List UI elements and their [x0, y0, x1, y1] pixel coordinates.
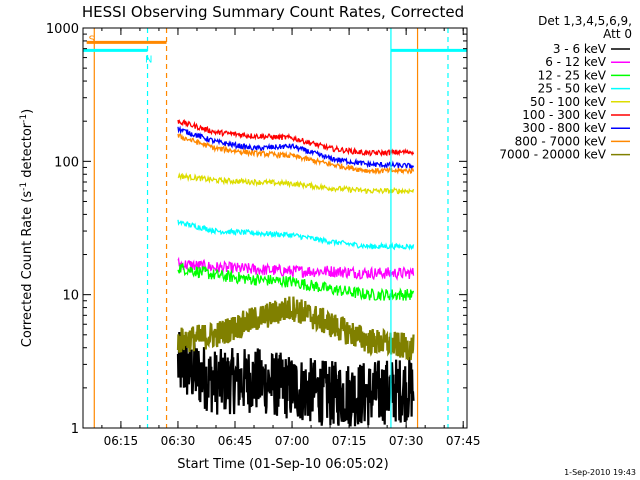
legend-header-line-2: Att 0 [603, 27, 632, 41]
y-axis-label-main: Corrected Count Rate (s [20, 191, 35, 348]
series-line-3 [177, 263, 415, 301]
legend-label-2: 6 - 12 keV [545, 55, 607, 69]
y-axis-label-mid: detector [20, 122, 35, 182]
x-tick-label-2: 06:30 [161, 434, 196, 448]
y-tick-label-3: 100 [54, 155, 79, 170]
legend-label-3: 12 - 25 keV [538, 68, 607, 82]
x-tick-label-1: 06:15 [104, 434, 139, 448]
series-line-1 [176, 331, 415, 427]
x-axis: 06:15 06:30 06:45 07:00 07:15 07:30 07:45 [101, 28, 481, 448]
legend-label-7: 300 - 800 keV [522, 121, 606, 135]
series-layer [176, 118, 415, 427]
y-axis-label-sup2: -1 [19, 114, 29, 123]
flag-label-2: N [145, 54, 152, 65]
x-tick-label-5: 07:15 [332, 434, 367, 448]
series-line-6 [177, 118, 415, 157]
y-axis: 1 10 100 1000 [46, 22, 467, 437]
y-axis-label-end: ) [20, 109, 35, 114]
series-line-5 [177, 172, 415, 195]
series-line-2 [177, 256, 415, 281]
chart-title: HESSI Observing Summary Count Rates, Cor… [82, 3, 464, 21]
legend-label-4: 25 - 50 keV [538, 82, 607, 96]
y-axis-label-sup1: -1 [19, 182, 29, 191]
legend-header-line-1: Det 1,3,4,5,6,9, [538, 14, 632, 28]
series-line-8 [177, 133, 415, 175]
render-timestamp: 1-Sep-2010 19:43 [564, 468, 636, 477]
y-tick-label-4: 1000 [46, 22, 79, 37]
x-tick-label-6: 07:30 [389, 434, 424, 448]
flag-layer: SN [83, 28, 467, 428]
y-axis-label: Corrected Count Rate (s-1 detector-1) [19, 109, 35, 347]
flag-label-1: S [89, 34, 95, 45]
legend-label-6: 100 - 300 keV [522, 108, 606, 122]
legend-label-8: 800 - 7000 keV [515, 134, 607, 148]
plot-frame [82, 27, 468, 429]
series-line-9 [176, 296, 415, 361]
legend-label-9: 7000 - 20000 keV [499, 148, 606, 162]
legend-label-5: 50 - 100 keV [530, 95, 607, 109]
x-axis-label: Start Time (01-Sep-10 06:05:02) [177, 457, 388, 472]
legend-label-1: 3 - 6 keV [553, 42, 607, 56]
y-tick-label-1: 1 [71, 422, 79, 437]
x-tick-label-7: 07:45 [446, 434, 481, 448]
x-tick-label-4: 07:00 [275, 434, 310, 448]
y-tick-label-2: 10 [62, 289, 79, 304]
x-tick-label-3: 06:45 [218, 434, 253, 448]
series-line-7 [177, 125, 415, 171]
series-line-4 [177, 219, 415, 251]
